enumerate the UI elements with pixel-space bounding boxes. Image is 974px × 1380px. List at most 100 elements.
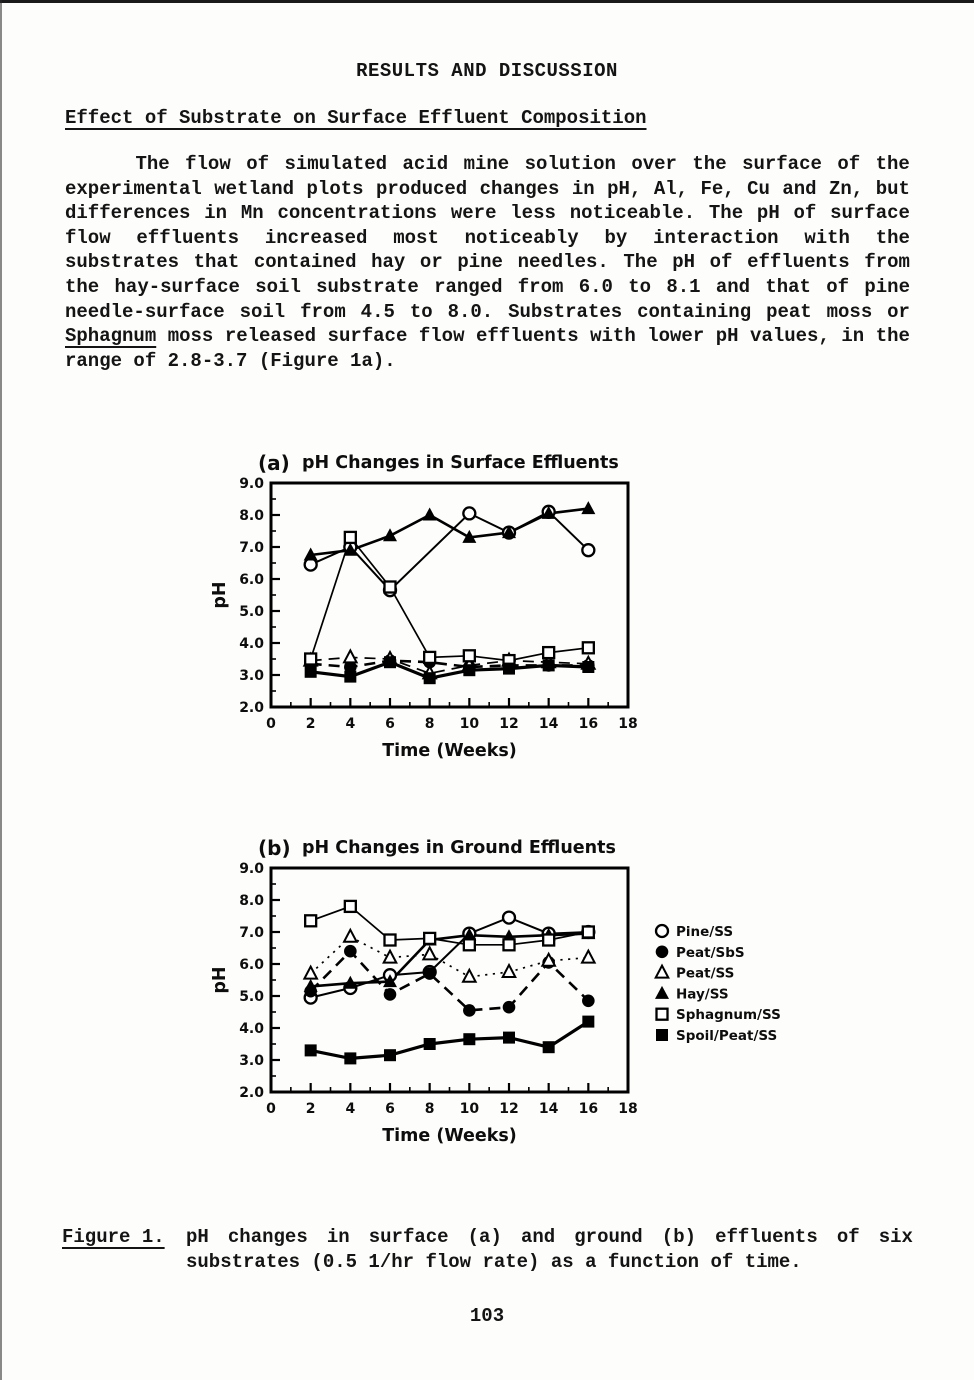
word: in — [326, 1226, 350, 1248]
svg-text:14: 14 — [539, 1101, 559, 1117]
svg-text:3.0: 3.0 — [239, 1053, 264, 1069]
word: the — [65, 275, 100, 298]
word: surface — [830, 202, 910, 225]
series-markers-sphagnum-ss — [304, 899, 595, 952]
word: flow — [65, 226, 111, 249]
svg-text:0: 0 — [266, 716, 276, 732]
word: Cu — [747, 177, 770, 200]
svg-text:7.0: 7.0 — [239, 925, 264, 941]
series-markers-spoil-peat-ss — [304, 656, 595, 685]
word: surface — [368, 1226, 449, 1248]
section-heading: Effect of Substrate on Surface Effluent … — [65, 107, 647, 129]
word: flow — [185, 153, 231, 175]
word: flow — [418, 325, 465, 348]
chart-legend: Pine/SS Peat/SbS Peat/SS Hay/SS Sphagnum/SS S… — [654, 923, 781, 1044]
word: The — [623, 251, 658, 274]
word: less — [510, 202, 556, 225]
svg-text:10: 10 — [460, 1101, 480, 1117]
word: The — [708, 202, 744, 225]
word: noticeable. — [569, 202, 696, 225]
legend-marker-square-filled-icon — [656, 1029, 668, 1041]
text-line: substrates (0.5 1/hr flow rate) as a fun… — [186, 1250, 802, 1273]
legend-marker-triangle-filled-icon — [655, 985, 669, 999]
figure-b-ground-effluents-chart: (b) pH Changes in Ground Effluents 2.0 3.0 4… — [200, 825, 860, 1175]
x-axis-ticks: 0 2 4 6 8 10 12 14 16 18 — [266, 1083, 638, 1117]
word: and — [782, 177, 817, 200]
word: substrates — [65, 251, 180, 274]
word: wetland — [214, 177, 295, 200]
page-number: 103 — [469, 1305, 505, 1327]
svg-text:18: 18 — [618, 1101, 637, 1117]
series-line-peat-ss — [310, 656, 589, 675]
word: but — [875, 177, 910, 200]
word: hay-surface — [114, 275, 240, 298]
svg-text:2.0: 2.0 — [239, 1085, 264, 1101]
word: moss — [167, 325, 214, 348]
legend-label: Spoil/Peat/SS — [676, 1028, 777, 1044]
chart-a-title: pH Changes in Surface Effluents — [302, 453, 619, 473]
text-line: substrates that contained hay or pine needles.… — [65, 251, 910, 276]
word: pine — [864, 275, 910, 298]
legend-item-pine-ss: Pine/SS — [654, 923, 733, 940]
chart-a-panel-label: (a) — [258, 451, 290, 475]
word: hay — [371, 251, 406, 274]
series-markers-spoil-peat-ss — [304, 1015, 595, 1065]
word: produced — [375, 177, 468, 200]
svg-text:6: 6 — [385, 716, 395, 732]
y-axis-title: pH — [210, 581, 230, 608]
word: released — [224, 325, 317, 348]
svg-text:5.0: 5.0 — [239, 989, 264, 1005]
figure-a-surface-effluents-chart: (a) pH Changes in Surface Effluents 2.0 3.0… — [200, 440, 860, 790]
word: experimental — [65, 177, 202, 200]
word: surface — [327, 325, 408, 348]
text-line: range of 2.8-3.7 (Figure 1a). — [65, 349, 396, 372]
svg-text:4.0: 4.0 — [239, 1021, 264, 1037]
legend-item-peat-sbs: Peat/SbS — [655, 945, 745, 961]
word: to — [409, 300, 433, 323]
svg-text:8.0: 8.0 — [239, 893, 264, 909]
svg-text:7.0: 7.0 — [239, 540, 264, 556]
legend-label: Hay/SS — [676, 986, 729, 1002]
word: pH — [715, 325, 739, 348]
svg-text:8.0: 8.0 — [239, 508, 264, 524]
body-paragraph: The flow of simulated acid mine solution over th… — [65, 153, 910, 374]
series-markers-sphagnum-ss — [304, 530, 595, 668]
y-axis-ticks: 2.0 3.0 4.0 5.0 6.0 7.0 8.0 9.0 — [239, 476, 280, 716]
word: that — [193, 251, 240, 274]
word: 6.0 — [578, 275, 613, 298]
word: Al, — [653, 177, 689, 200]
legend-item-spoil-peat-ss: Spoil/Peat/SS — [656, 1028, 777, 1044]
word: soil — [239, 300, 286, 323]
svg-text:10: 10 — [460, 716, 480, 732]
figure-caption-text: pH changes in surface (a) and ground (b) effluen… — [186, 1226, 913, 1275]
svg-text:12: 12 — [499, 716, 518, 732]
chart-a-svg: (a) pH Changes in Surface Effluents 2.0 3.0… — [210, 451, 638, 761]
word: over — [631, 153, 677, 175]
word: in — [571, 177, 595, 200]
word: most — [393, 226, 439, 249]
word: Fe, — [700, 177, 735, 200]
word: effluents — [475, 325, 579, 348]
word: of — [246, 153, 269, 175]
legend-marker-circle-open-icon — [654, 923, 670, 939]
text-line: The flow of simulated acid mine solution over th… — [65, 153, 910, 178]
section-title: RESULTS AND DISCUSSION — [356, 60, 618, 82]
x-axis-title: Time (Weeks) — [382, 1126, 517, 1146]
word: values, — [750, 325, 830, 348]
svg-text:6: 6 — [385, 1101, 395, 1117]
legend-marker-circle-filled-icon — [655, 945, 669, 959]
word: soil — [255, 275, 301, 298]
word: the — [875, 153, 910, 175]
word: The — [135, 153, 170, 175]
word: needle-surface — [65, 300, 225, 323]
chart-b-svg: (b) pH Changes in Ground Effluents 2.0 3.0 4… — [210, 836, 781, 1146]
svg-text:9.0: 9.0 — [239, 861, 264, 877]
svg-text:6.0: 6.0 — [239, 957, 264, 973]
word: six — [878, 1226, 913, 1248]
word: from — [864, 251, 910, 274]
word: increased — [264, 226, 368, 249]
series-line-spoil-peat-ss — [310, 1020, 590, 1061]
svg-text:14: 14 — [539, 716, 559, 732]
legend-label: Peat/SbS — [676, 945, 745, 961]
svg-text:2: 2 — [306, 1101, 316, 1117]
